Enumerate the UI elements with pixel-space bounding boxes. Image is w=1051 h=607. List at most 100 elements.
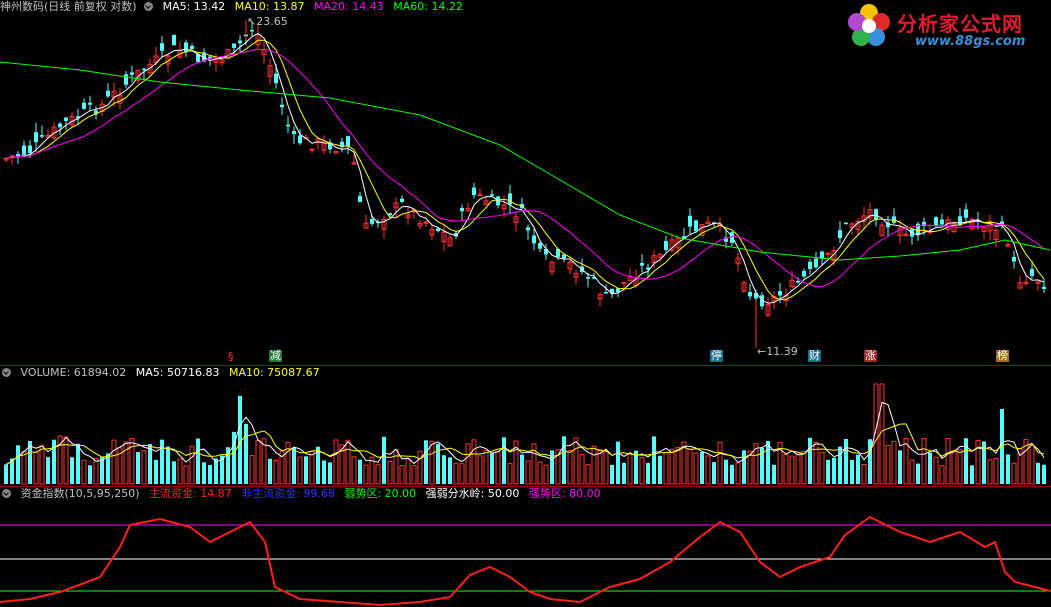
candle-body: [454, 233, 458, 237]
event-tag-rank[interactable]: 榜: [996, 349, 1009, 362]
volume-bar: [136, 452, 140, 484]
volume-bar: [826, 459, 830, 484]
ma5-label: MA5: 13.42: [162, 0, 226, 13]
volume-bar: [567, 450, 573, 485]
candle-body: [1012, 256, 1016, 262]
candle-body: [892, 216, 896, 223]
candlestick-chart[interactable]: [0, 0, 1051, 365]
volume-bar: [244, 423, 248, 484]
candle-body: [730, 232, 734, 243]
candle-body: [472, 187, 476, 196]
indicator-settings-icon[interactable]: [144, 1, 154, 11]
volume-bar: [1006, 454, 1010, 484]
candle-body: [538, 243, 542, 249]
candle-body: [255, 33, 261, 46]
candle-body: [22, 145, 26, 155]
volume-bar: [358, 459, 362, 484]
candle-body: [16, 153, 20, 156]
candle-body: [699, 224, 705, 237]
volume-bar: [850, 459, 854, 484]
volume-bar: [429, 440, 435, 485]
volume-bar: [795, 453, 801, 485]
volume-bar: [93, 457, 99, 485]
candle-body: [351, 162, 357, 165]
stock-title: 神州数码(日线 前复权 对数): [0, 0, 137, 13]
volume-bar: [63, 436, 69, 485]
watershed-label: 强弱分水岭: 50.00: [425, 487, 520, 500]
candle-body: [789, 279, 795, 288]
volume-bar: [531, 443, 537, 485]
volume-bar: [106, 453, 110, 484]
candle-body: [250, 29, 254, 32]
price-chart-panel[interactable]: 神州数码(日线 前复权 对数) MA5: 13.42 MA10: 13.87 M…: [0, 0, 1051, 365]
volume-settings-icon[interactable]: [2, 367, 11, 377]
volume-bar: [436, 443, 440, 484]
fund-index-panel[interactable]: 资金指数(10,5,95,250) 主流资金: 14.87 非主流资金: 99.…: [0, 486, 1051, 607]
event-tag-info[interactable]: §: [228, 350, 234, 363]
volume-bar: [717, 441, 723, 485]
candle-body: [363, 222, 369, 229]
event-tag-rise[interactable]: 涨: [864, 349, 877, 362]
volume-bar: [208, 464, 212, 484]
volume-bar: [760, 447, 764, 484]
candle-body: [849, 223, 855, 228]
high-price-label: ↖23.65: [247, 15, 288, 28]
volume-bar: [868, 439, 872, 484]
candle-body: [388, 213, 392, 216]
volume-bar: [964, 438, 968, 484]
volume-bar: [555, 449, 561, 485]
volume-bar: [148, 444, 152, 484]
candle-body: [117, 94, 123, 104]
candle-body: [1035, 281, 1041, 284]
candle-body: [465, 207, 471, 212]
volume-bar: [987, 459, 993, 485]
candle-body: [981, 226, 987, 233]
volume-bar: [46, 457, 50, 484]
candle-body: [381, 218, 387, 230]
candle-body: [417, 222, 423, 227]
candle-body: [802, 271, 806, 277]
candle-body: [328, 142, 332, 150]
volume-bar: [933, 456, 939, 485]
candle-body: [303, 137, 309, 140]
fund-index-label: 资金指数(10,5,95,250): [20, 487, 140, 500]
volume-bar: [597, 449, 603, 485]
volume-bar: [309, 451, 315, 485]
event-tag-halt[interactable]: 停: [710, 349, 723, 362]
volume-bar: [939, 465, 945, 485]
price-header: 神州数码(日线 前复权 对数) MA5: 13.42 MA10: 13.87 M…: [0, 0, 469, 14]
candle-body: [274, 73, 278, 84]
event-tag-reduce[interactable]: 减: [269, 349, 282, 362]
volume-bar: [214, 458, 218, 484]
volume-bar: [1036, 462, 1040, 484]
volume-bars[interactable]: [0, 366, 1051, 486]
ma20-label: MA20: 14.43: [314, 0, 384, 13]
ma60-line: [0, 61, 1051, 261]
candle-body: [597, 294, 603, 300]
event-tag-finance[interactable]: 财: [808, 349, 821, 362]
volume-bar: [88, 465, 92, 484]
logo-brand-text: 分析家公式网: [897, 12, 1023, 36]
volume-bar: [1023, 438, 1029, 485]
fund-settings-icon[interactable]: [2, 488, 11, 498]
volume-bar: [861, 464, 867, 485]
volume-bar: [909, 459, 915, 485]
candle-body: [190, 45, 194, 50]
candle-body: [1000, 221, 1004, 226]
candle-body: [160, 43, 164, 51]
volume-bar: [789, 455, 795, 485]
volume-bar: [700, 452, 704, 484]
fund-index-chart[interactable]: [0, 487, 1051, 607]
candle-body: [219, 59, 225, 64]
candle-body: [508, 193, 512, 205]
candle-body: [688, 215, 692, 227]
candle-body: [34, 132, 38, 143]
main-fund-label: 主流资金: 14.87: [149, 487, 232, 500]
candle-body: [964, 209, 968, 218]
candle-body: [796, 280, 800, 283]
volume-bar: [123, 441, 129, 485]
volume-bar: [772, 464, 776, 484]
volume-bar: [369, 456, 375, 485]
volume-bar: [844, 439, 848, 484]
volume-chart-panel[interactable]: VOLUME: 61894.02 MA5: 50716.83 MA10: 750…: [0, 365, 1051, 486]
